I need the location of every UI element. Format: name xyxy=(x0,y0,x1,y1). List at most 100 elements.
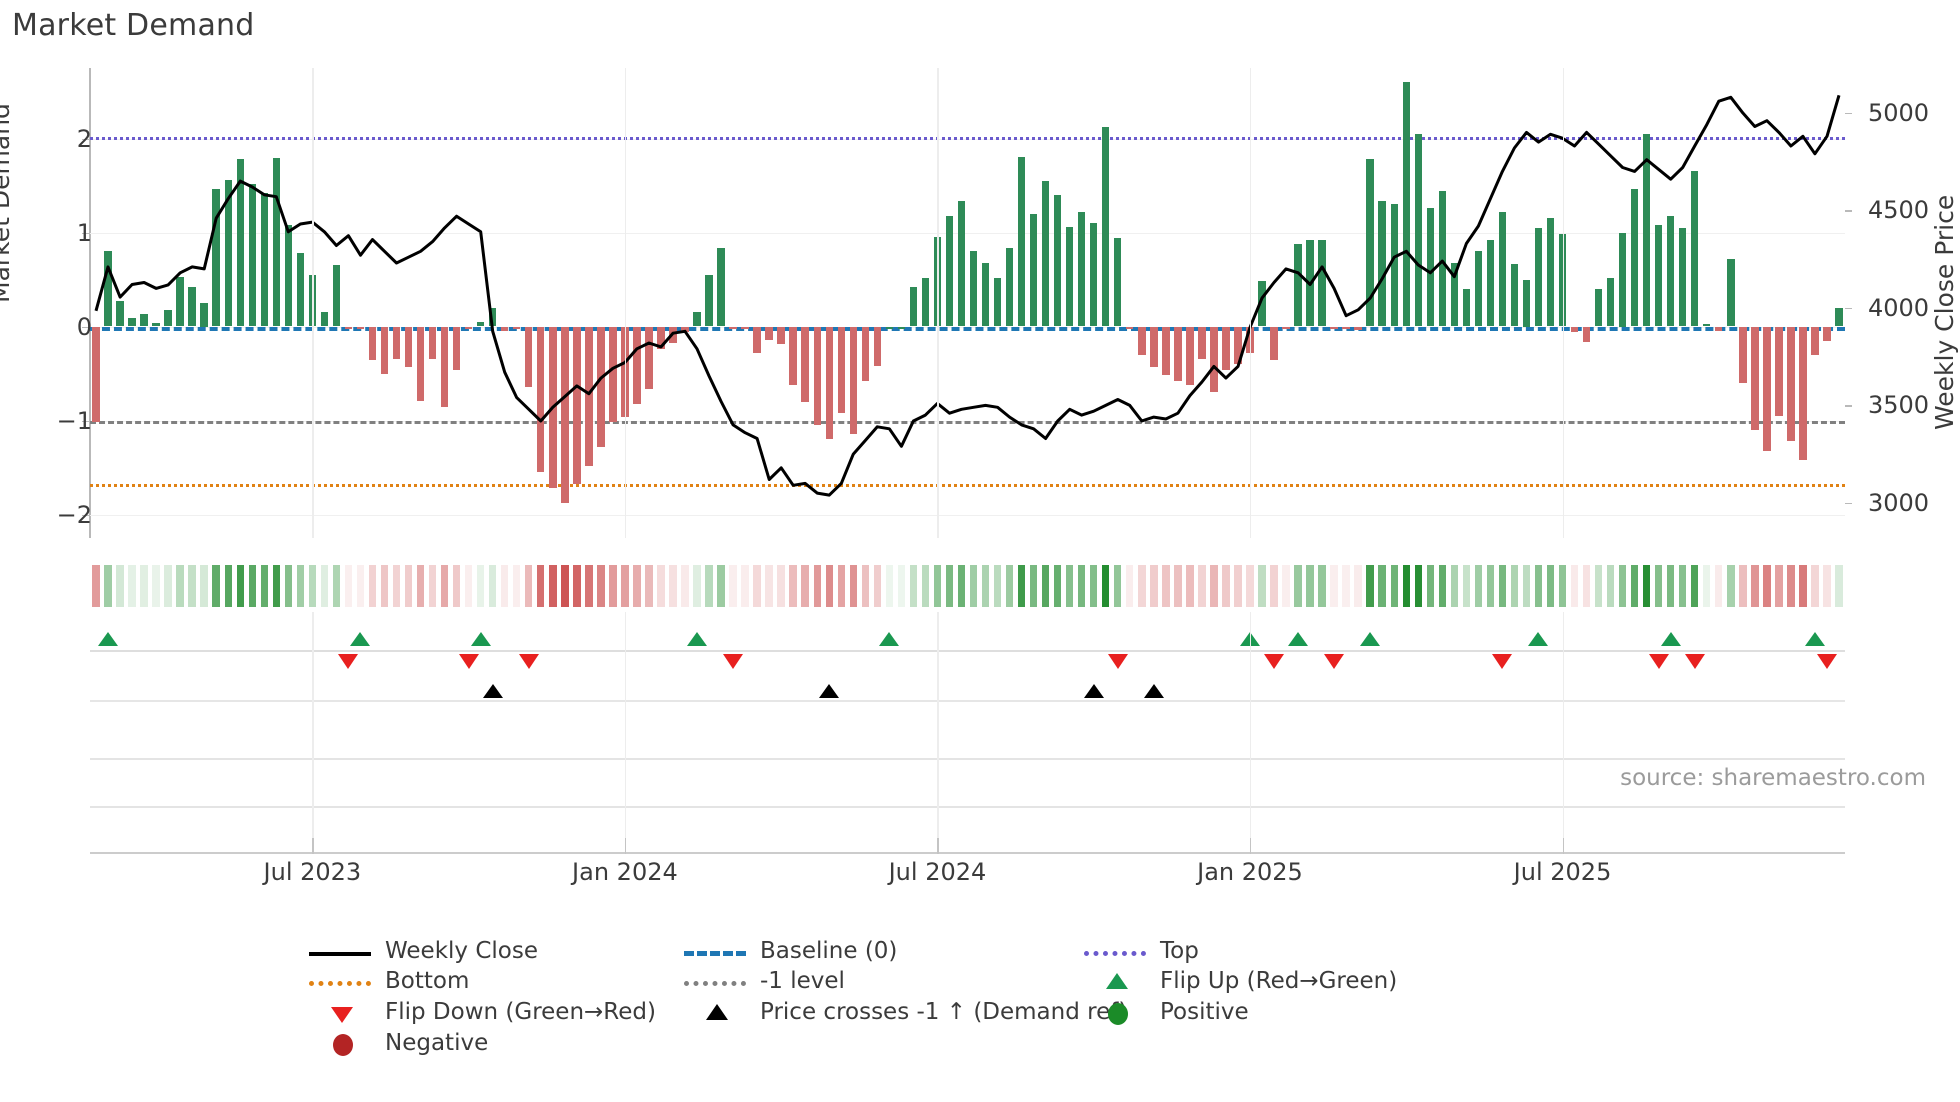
heat-cell xyxy=(753,565,761,607)
heat-cell xyxy=(549,565,557,607)
vertical-gridline xyxy=(1562,68,1564,538)
heat-cell xyxy=(1462,565,1471,607)
lower-guide-1 xyxy=(90,758,1845,760)
y-tick-label-right: 4000 xyxy=(1868,293,1930,322)
y-tick-label-right: 4500 xyxy=(1868,196,1930,225)
price-cross-marker xyxy=(482,684,503,698)
demand-bar xyxy=(236,159,244,327)
heat-cell xyxy=(957,565,966,607)
demand-bar xyxy=(1041,180,1050,327)
vertical-gridline xyxy=(312,612,314,702)
heat-cell xyxy=(188,565,196,607)
demand-bar xyxy=(729,326,737,329)
demand-bar xyxy=(693,312,701,327)
heat-cell xyxy=(1642,565,1651,607)
demand-bar xyxy=(308,274,317,327)
heat-cell xyxy=(356,565,365,607)
demand-bar xyxy=(1594,288,1603,327)
legend-label: -1 level xyxy=(760,968,845,994)
heat-cell xyxy=(116,565,124,607)
y-tick-label-right: 3000 xyxy=(1868,488,1930,517)
demand-bar xyxy=(1703,323,1711,327)
demand-bar xyxy=(344,326,353,329)
y-axis-label-left: Market Demand xyxy=(0,103,15,303)
demand-bar xyxy=(945,215,954,327)
heat-cell xyxy=(1450,565,1459,607)
x-tick-label: Jul 2023 xyxy=(263,858,362,886)
heat-cell xyxy=(416,565,425,607)
flip-down-marker xyxy=(1264,654,1285,669)
demand-bar xyxy=(452,326,461,370)
heat-cell xyxy=(1114,565,1122,607)
vertical-gridline xyxy=(312,700,314,854)
demand-bar xyxy=(609,326,617,423)
demand-bar xyxy=(1126,326,1134,330)
heat-cell xyxy=(1474,565,1483,607)
demand-bar xyxy=(861,326,870,382)
flip-up-marker xyxy=(470,632,491,646)
dotted-line-icon xyxy=(309,981,371,986)
heat-cell xyxy=(500,565,509,607)
flip-down-marker xyxy=(338,654,359,669)
x-tick-label: Jan 2025 xyxy=(1197,858,1303,886)
demand-bar xyxy=(645,326,653,389)
demand-bar xyxy=(260,193,268,327)
heat-cell xyxy=(1558,565,1567,607)
demand-bar xyxy=(1823,326,1831,341)
demand-bar xyxy=(152,322,160,327)
heat-cell xyxy=(1775,565,1783,607)
demand-bar xyxy=(188,287,196,327)
demand-bar xyxy=(404,326,413,367)
heat-cell xyxy=(176,565,184,607)
heat-cell xyxy=(452,565,461,607)
flip-down-marker xyxy=(1107,654,1128,669)
demand-bar xyxy=(765,326,773,340)
demand-bar xyxy=(957,200,966,327)
demand-bar xyxy=(1017,157,1026,327)
demand-bar xyxy=(1414,133,1422,327)
y-tick-mark-left xyxy=(82,138,89,141)
flip-down-marker xyxy=(458,654,479,669)
legend-label: Flip Down (Green→Red) xyxy=(385,999,656,1025)
heat-cell xyxy=(945,565,954,607)
heat-cell xyxy=(609,565,617,607)
heat-cell xyxy=(248,565,256,607)
demand-bar xyxy=(488,307,497,327)
demand-bar xyxy=(513,326,521,329)
vertical-gridline xyxy=(624,700,627,854)
heat-cell xyxy=(200,565,208,607)
heat-cell xyxy=(1823,565,1831,607)
heat-cell xyxy=(344,565,353,607)
heat-cell xyxy=(537,565,545,607)
legend-swatch xyxy=(1080,1003,1150,1025)
vertical-gridline xyxy=(312,68,314,538)
demand-bar xyxy=(1522,279,1531,327)
x-tick-label: Jul 2024 xyxy=(888,858,987,886)
demand-bar xyxy=(837,326,845,413)
y-tick-label-left: 0 xyxy=(76,312,92,341)
heat-cell xyxy=(332,565,341,607)
triangle-up-black-icon xyxy=(706,1004,728,1020)
legend-swatch xyxy=(305,952,375,956)
heat-cell xyxy=(1089,565,1098,607)
heat-cell xyxy=(1438,565,1447,607)
heat-cell xyxy=(1691,565,1699,607)
legend-label: Negative xyxy=(385,1030,489,1056)
demand-bar xyxy=(1546,218,1555,327)
demand-bar xyxy=(1534,227,1543,327)
demand-bar xyxy=(1582,326,1591,342)
heat-cell xyxy=(1582,565,1591,607)
demand-bar xyxy=(428,326,437,360)
demand-bar xyxy=(1787,326,1795,442)
marker-baseline xyxy=(90,650,1845,652)
x-tick-label: Jan 2024 xyxy=(572,858,678,886)
heat-cell xyxy=(404,565,413,607)
heat-cell xyxy=(1426,565,1434,607)
heat-cell xyxy=(1126,565,1134,607)
heat-cell xyxy=(1715,565,1723,607)
heat-cell xyxy=(260,565,268,607)
demand-bar xyxy=(1390,204,1398,327)
heat-cell xyxy=(1294,565,1302,607)
vertical-gridline xyxy=(937,612,939,702)
demand-bar xyxy=(825,326,833,440)
